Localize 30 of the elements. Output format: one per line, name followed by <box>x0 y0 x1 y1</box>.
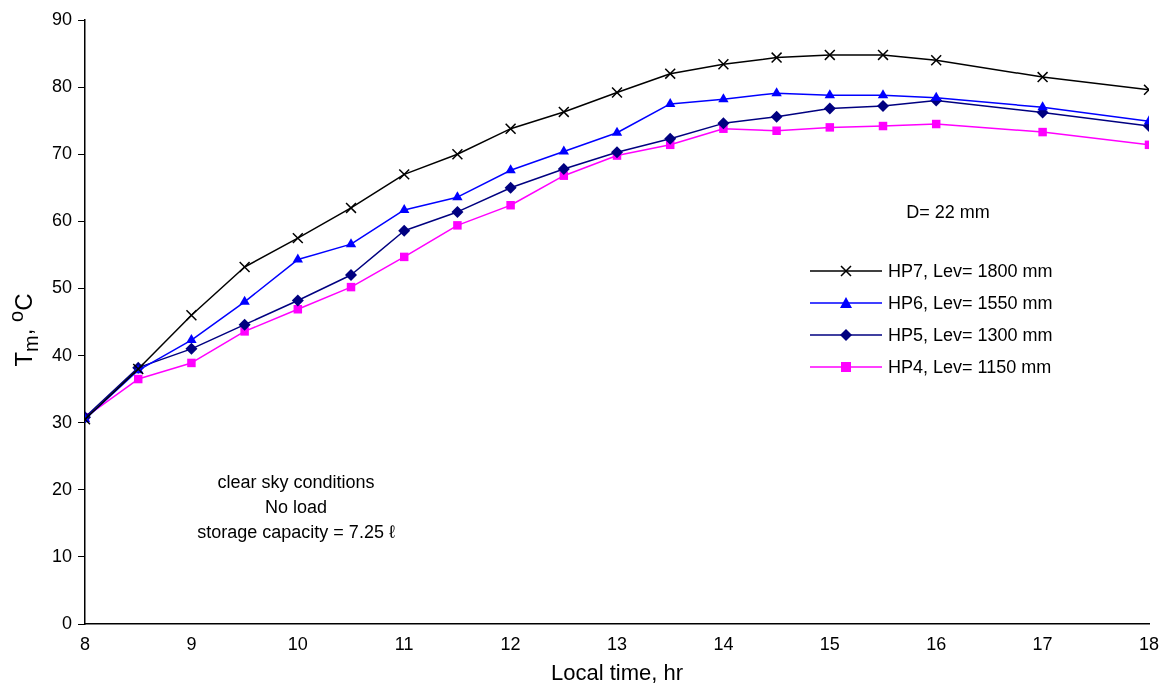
legend-label: HP5, Lev= 1300 mm <box>888 324 1053 346</box>
annotation: storage capacity = 7.25 ℓ <box>197 521 395 542</box>
annotation: No load <box>264 496 328 517</box>
y-tick-label: 60 <box>51 210 73 231</box>
annotation: clear sky conditions <box>217 471 375 492</box>
legend-label: HP4, Lev= 1150 mm <box>888 356 1052 378</box>
x-tick-label: 15 <box>819 633 840 654</box>
y-tick-label: 40 <box>51 344 73 365</box>
y-tick-label: 10 <box>51 545 73 566</box>
x-tick-label: 18 <box>1138 633 1160 654</box>
x-tick-label: 13 <box>607 633 628 654</box>
x-tick-label: 12 <box>500 633 521 654</box>
y-tick-label: 50 <box>51 277 73 298</box>
x-tick-label: 9 <box>186 633 197 654</box>
y-tick-label: 90 <box>51 8 73 29</box>
legend-label: HP7, Lev= 1800 mm <box>888 260 1053 282</box>
legend-label: HP6, Lev= 1550 mm <box>888 292 1053 314</box>
y-tick-label: 70 <box>51 143 73 164</box>
x-tick-label: 14 <box>713 633 734 654</box>
x-tick-label: 10 <box>287 633 308 654</box>
y-tick-label: 30 <box>51 411 73 432</box>
annotation: D= 22 mm <box>906 201 990 222</box>
x-tick-label: 8 <box>80 633 91 654</box>
x-tick-label: 17 <box>1032 633 1053 654</box>
y-tick-label: 20 <box>51 478 73 499</box>
x-tick-label: 11 <box>394 633 414 654</box>
x-axis-title: Local time, hr <box>550 659 684 685</box>
y-tick-label: 0 <box>62 612 73 633</box>
x-tick-label: 16 <box>926 633 947 654</box>
y-tick-label: 80 <box>51 76 73 97</box>
